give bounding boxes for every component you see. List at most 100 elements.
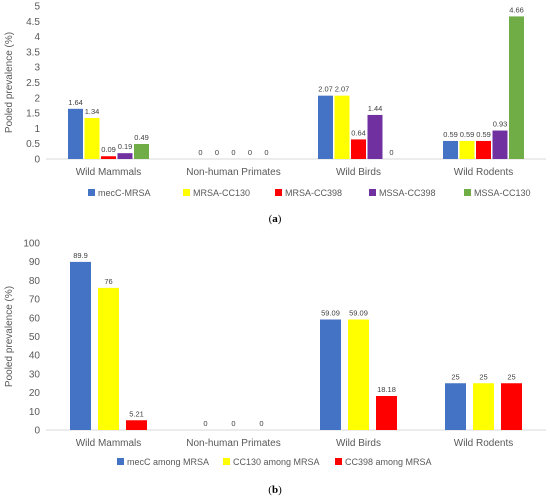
panel-b-legend-label: CC130 among MRSA (233, 457, 320, 467)
panel-a-data-label: 0.19 (118, 142, 133, 151)
panel-a-y-tick-label: 1.5 (26, 109, 40, 120)
panel-a-data-label: 0.93 (493, 120, 508, 129)
panel-b-label: b (271, 484, 279, 496)
panel-a-y-tick-label: 4 (34, 32, 40, 43)
panel-b-y-tick-label: 0 (34, 426, 40, 437)
panel-b-y-tick-label: 70 (29, 295, 41, 306)
panel-a-category-label: Non-human Primates (186, 167, 280, 178)
panel-b-data-label: 25 (451, 372, 459, 381)
panel-b-y-tick-label: 60 (29, 313, 41, 324)
panel-b-bar-cc398-among-mrsa-wild-birds (376, 396, 397, 430)
panel-a-data-label: 0.59 (460, 130, 475, 139)
panel-a-y-tick-label: 0 (34, 155, 40, 166)
panel-a-legend-swatch-mssa-cc130 (464, 189, 471, 196)
panel-b-y-tick-label: 40 (29, 351, 41, 362)
panel-b-legend-label: mecC among MRSA (127, 457, 209, 467)
panel-a-label: a (272, 213, 278, 225)
panel-a-bar-mrsa-cc398-wild-mammals (101, 156, 116, 159)
panel-a-legend-swatch-mssa-cc398 (369, 189, 376, 196)
panel-b-caption: (b) (268, 484, 282, 496)
panel-a-y-tick-label: 3.5 (26, 47, 40, 58)
panel-a-y-tick-label: 4.5 (26, 17, 40, 28)
panel-a-data-label: 1.64 (68, 98, 83, 107)
panel-b-data-label: 76 (104, 277, 112, 286)
panel-a-bar-mssa-cc130-wild-rodents (509, 16, 524, 160)
panel-a-caption: (a) (268, 213, 282, 225)
panel-a-y-tick-label: 0.5 (26, 139, 40, 150)
panel-b-data-label: 25 (507, 372, 515, 381)
panel-a-data-label: 0.09 (101, 145, 116, 154)
panel-a-legend-swatch-mrsa-cc398 (275, 189, 282, 196)
panel-b-legend-swatch-mecc-among-mrsa (117, 458, 124, 465)
panel-a-y-tick-label: 1 (34, 124, 40, 135)
panel-b-bar-cc130-among-mrsa-wild-mammals (98, 287, 119, 430)
panel-a-data-label: 2.07 (318, 85, 333, 94)
panel-a-data-label: 0 (198, 148, 202, 157)
panel-b-category-label: Non-human Primates (186, 438, 280, 449)
panel-a-data-label: 0.59 (443, 130, 458, 139)
panel-a-data-label: 0 (389, 148, 393, 157)
panel-b-category-label: Wild Mammals (76, 438, 142, 449)
panel-b-category-label: Wild Rodents (454, 438, 513, 449)
panel-a-data-label: 1.44 (368, 104, 383, 113)
panel-b-legend-swatch-cc398-among-mrsa (335, 458, 342, 465)
panel-a-y-tick-label: 2.5 (26, 78, 40, 89)
panel-a-legend-label: MSSA-CC398 (379, 188, 436, 198)
panel-a-category-label: Wild Mammals (76, 167, 142, 178)
panel-a-data-label: 0 (215, 148, 219, 157)
panel-a-legend-swatch-mrsa-cc130 (183, 189, 190, 196)
panel-a-legend-label: mecC-MRSA (98, 188, 151, 198)
panel-a-legend-label: MRSA-CC398 (285, 188, 342, 198)
panel-b-bar-mecc-among-mrsa-wild-birds (320, 319, 341, 430)
panel-a-bar-mrsa-cc398-wild-rodents (476, 140, 491, 159)
panel-b-bar-cc130-among-mrsa-wild-birds (348, 319, 369, 430)
panel-a-bar-mrsa-cc130-wild-birds (334, 95, 350, 159)
panel-b-y-tick-label: 80 (29, 276, 41, 287)
panel-a-bar-mecc-mrsa-wild-rodents (443, 140, 458, 159)
panel-a-bar-mssa-cc398-wild-mammals (117, 153, 133, 159)
panel-a-y-axis-label: Pooled prevalence (%) (4, 32, 15, 133)
panel-a-data-label: 0.49 (134, 133, 149, 142)
panel-b-bar-cc130-among-mrsa-wild-rodents (473, 383, 494, 430)
panel-b-data-label: 18.18 (377, 385, 396, 394)
panel-b-y-tick-label: 10 (29, 407, 41, 418)
panel-a-bar-mrsa-cc398-wild-birds (351, 139, 366, 159)
panel-b-bar-mecc-among-mrsa-wild-mammals (70, 261, 91, 430)
panel-a-legend-label: MRSA-CC130 (193, 188, 250, 198)
panel-a-bar-mssa-cc130-wild-mammals (134, 144, 149, 159)
panel-b-bar-mecc-among-mrsa-wild-rodents (445, 383, 466, 430)
panel-b-bar-cc398-among-mrsa-wild-rodents (501, 383, 522, 430)
panel-a-data-label: 1.34 (85, 107, 100, 116)
panel-a-category-label: Wild Rodents (454, 167, 513, 178)
panel-a-bar-mecc-mrsa-wild-mammals (68, 108, 83, 159)
panel-a-data-label: 0.59 (476, 130, 491, 139)
panel-b-legend-label: CC398 among MRSA (345, 457, 432, 467)
panel-b-data-label: 89.9 (73, 251, 88, 260)
panel-a-bar-mrsa-cc130-wild-rodents (459, 140, 475, 159)
panel-b-data-label: 59.09 (349, 309, 368, 318)
panel-b-data-label: 59.09 (321, 309, 340, 318)
panel-b-y-tick-label: 50 (29, 332, 41, 343)
panel-b-y-tick-label: 20 (29, 388, 41, 399)
panel-a-bar-mrsa-cc130-wild-mammals (84, 117, 100, 159)
panel-a-bar-mecc-mrsa-wild-birds (318, 95, 333, 159)
panel-b-y-tick-label: 90 (29, 257, 41, 268)
panel-a-data-label: 0 (231, 148, 235, 157)
panel-b-y-axis-label: Pooled prevalence (%) (4, 286, 15, 387)
panel-b-y-tick-label: 100 (23, 239, 40, 250)
panel-b-data-label: 0 (259, 419, 263, 428)
panel-b-data-label: 25 (479, 372, 487, 381)
panel-a-bar-mssa-cc398-wild-birds (367, 114, 383, 159)
panel-b-bar-cc398-among-mrsa-wild-mammals (126, 420, 147, 430)
panel-a-data-label: 0 (248, 148, 252, 157)
panel-b-data-label: 0 (231, 419, 235, 428)
panel-a-y-tick-label: 5 (34, 2, 40, 13)
panel-b-y-tick-label: 30 (29, 369, 41, 380)
panel-a-bar-mssa-cc398-wild-rodents (492, 130, 508, 159)
panel-a-y-tick-label: 3 (34, 63, 40, 74)
panel-b-legend-swatch-cc130-among-mrsa (223, 458, 230, 465)
panel-b-data-label: 5.21 (129, 409, 144, 418)
panel-a-data-label: 2.07 (335, 85, 350, 94)
